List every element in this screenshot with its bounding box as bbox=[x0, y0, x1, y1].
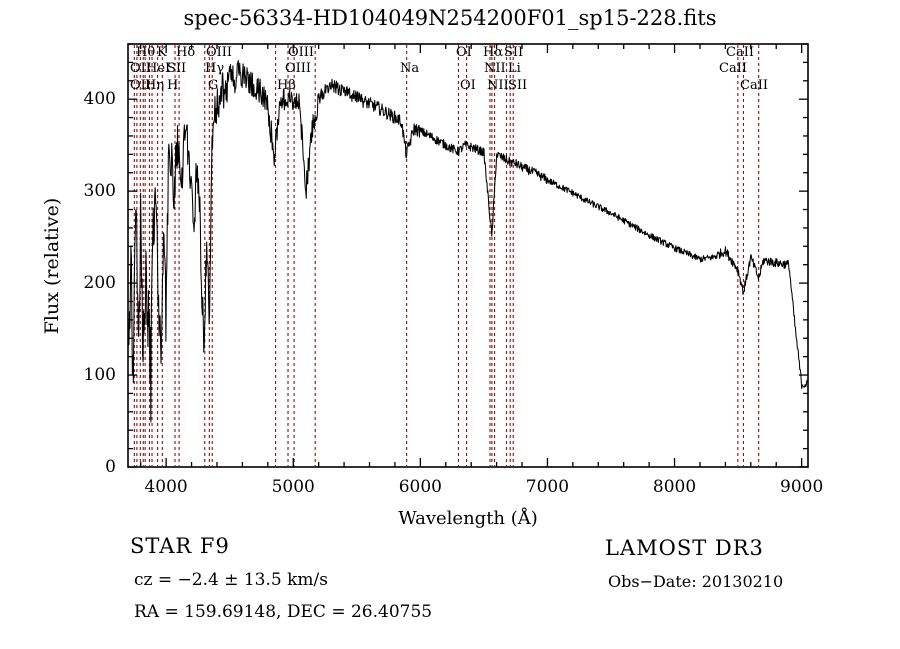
survey-name: LAMOST DR3 bbox=[605, 536, 764, 560]
spectral-line-label: Hα bbox=[483, 45, 504, 60]
spectral-line-label: OIII bbox=[285, 61, 312, 76]
plot-frame bbox=[127, 43, 809, 468]
spectral-line-label: NII bbox=[484, 61, 506, 76]
x-axis-title: Wavelength (Å) bbox=[398, 508, 538, 529]
coordinates: RA = 159.69148, DEC = 26.40755 bbox=[134, 602, 433, 622]
spectral-line-markers bbox=[133, 45, 760, 466]
spectral-line-label: Hβ bbox=[277, 78, 296, 93]
spectral-line-label: SII bbox=[508, 78, 528, 93]
spectral-line-label: G bbox=[208, 78, 219, 93]
spectral-line-label: Hθ bbox=[136, 45, 156, 60]
spectral-line-label: Hγ bbox=[205, 61, 225, 76]
spectral-line-label: Hη bbox=[145, 78, 165, 93]
x-tick-label: 7000 bbox=[525, 477, 570, 497]
y-tick-label: 0 bbox=[105, 457, 116, 477]
x-tick-label: 8000 bbox=[652, 477, 697, 497]
x-tick-label: 5000 bbox=[271, 477, 315, 497]
observation-date: Obs−Date: 20130210 bbox=[608, 572, 784, 591]
spectral-line-label: NII bbox=[487, 78, 509, 93]
spectral-line-label: OIII bbox=[288, 45, 315, 60]
spectral-line-label: OII bbox=[130, 61, 151, 76]
spectral-line-label: OI bbox=[456, 45, 472, 60]
y-tick-label: 300 bbox=[83, 181, 116, 202]
spectral-line-label: SII bbox=[504, 45, 524, 60]
spectral-line-label: K bbox=[157, 45, 167, 60]
y-tick-label: 400 bbox=[83, 89, 116, 110]
spectrum-trace bbox=[127, 59, 809, 423]
page-title: spec-56334-HD104049N254200F01_sp15-228.f… bbox=[183, 6, 717, 30]
spectral-line-label: Li bbox=[508, 61, 521, 76]
spectral-line-label: OIII bbox=[206, 45, 233, 60]
spectral-line-label: CaII bbox=[726, 45, 754, 60]
object-class-and-type: STAR F9 bbox=[130, 534, 230, 558]
x-tick-label: 9000 bbox=[780, 477, 824, 497]
spectral-line-label: CaII bbox=[740, 78, 768, 93]
spectral-line-label: H bbox=[167, 78, 179, 93]
spectral-line-label: Na bbox=[400, 61, 420, 76]
x-tick-label: 6000 bbox=[398, 477, 442, 497]
spectral-line-label: Hδ bbox=[176, 45, 196, 60]
y-tick-label: 100 bbox=[83, 365, 116, 386]
spectral-line-label: SII bbox=[167, 61, 187, 76]
spectral-line-label: HeI bbox=[146, 61, 171, 76]
spectral-line-label: CaII bbox=[719, 61, 747, 76]
x-tick-label: 4000 bbox=[144, 477, 188, 497]
y-tick-label: 200 bbox=[83, 273, 116, 294]
spectral-line-label: OII bbox=[130, 78, 151, 93]
redshift-velocity: cz = −2.4 ± 13.5 km/s bbox=[134, 570, 328, 590]
axis-ticks bbox=[128, 43, 808, 468]
spectral-line-label: OI bbox=[460, 78, 476, 93]
